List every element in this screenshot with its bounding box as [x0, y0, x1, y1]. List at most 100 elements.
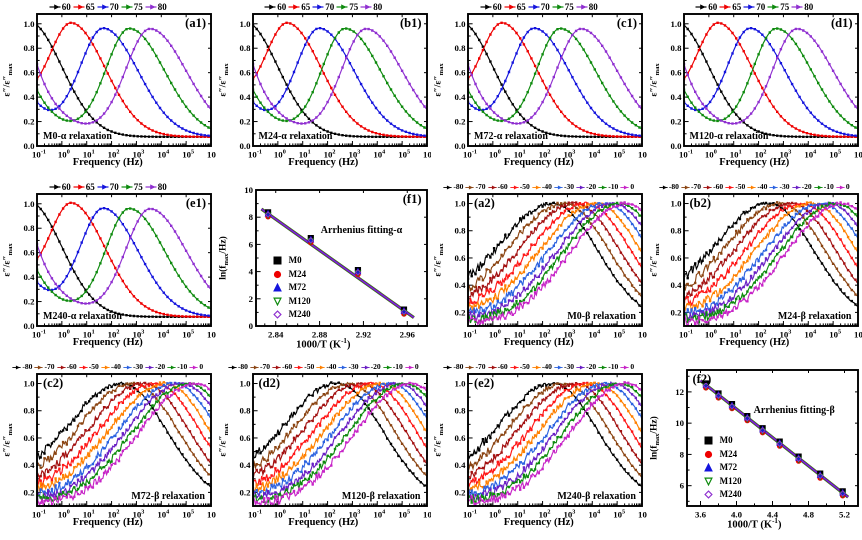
legend-line-marker-icon [487, 185, 497, 189]
legend-item--30: -30 [554, 363, 574, 371]
y-tick-label: 1.0 [455, 379, 467, 389]
x-tick-label: 104 [157, 149, 169, 160]
y-tick-label: 0.4 [670, 92, 682, 102]
data-point-M240 [307, 237, 314, 244]
legend-item-65: 65 [504, 2, 526, 12]
legend-item--70: -70 [465, 183, 486, 191]
panel-f1: 2.84 2.88 2.92 2.96 0 2 4 6 8 10 (f1) Arrhenius fit… [216, 180, 432, 360]
y-tick-label: 0.4 [455, 460, 467, 470]
panel-label: M0-α relaxation [43, 131, 112, 142]
legend-item-60: 60 [264, 2, 286, 12]
legend-item-75: 75 [767, 2, 789, 12]
legend-item--30: -30 [123, 363, 143, 371]
series-markers--30 [468, 381, 641, 496]
y-tick-label: 0.8 [24, 223, 36, 233]
x-tick-label: 103 [348, 509, 360, 520]
legend-item-70: 70 [97, 182, 119, 192]
legend-line-marker-icon [189, 365, 198, 369]
x-axis-label: 1000/T (K-1) [296, 337, 351, 351]
series-markers--70 [468, 201, 641, 296]
panel-b1: 10-1 100 101 102 103 104 105 106 0.0 0.2 0.4 0.6 0.8… [216, 0, 431, 180]
y-tick-label: 1.0 [24, 19, 36, 29]
legend-line-marker-icon [228, 365, 237, 369]
dataset-legend: M0 M24 M72 M120 M240 [703, 434, 742, 502]
series-markers--30 [468, 202, 641, 317]
legend-item-label: -50 [304, 362, 315, 372]
legend-item-label: -40 [541, 362, 552, 372]
data-point-M240 [758, 427, 766, 434]
legend-item-label: -60 [66, 362, 77, 372]
x-tick-label: 103 [132, 149, 144, 160]
y-tick-label: 0.0 [670, 141, 682, 151]
x-tick-label: 101 [514, 149, 526, 160]
legend-item-label: 80 [157, 1, 167, 12]
legend-item-label: 70 [325, 1, 335, 12]
legend-item-label: 0 [199, 362, 204, 372]
panel-tag: (a1) [185, 16, 206, 30]
legend-line-marker-icon [97, 4, 109, 10]
square-marker-icon [704, 436, 713, 445]
y-tick-label: 0.4 [24, 272, 36, 282]
legend-item--50: -50 [510, 183, 530, 191]
data-point-M240 [775, 440, 783, 448]
x-tick-label: 10-1 [248, 149, 262, 160]
legend-item-label: -70 [690, 182, 702, 192]
panel-legend: -80 -70 -60 -50 -40 -30 -20 -10 0 [216, 361, 432, 373]
legend-item--30: -30 [769, 183, 790, 191]
panel-tag: (e1) [185, 196, 206, 210]
legend-line-marker-icon [145, 4, 157, 10]
series-markers-60 [37, 24, 210, 138]
legend-item--20: -20 [360, 363, 381, 371]
legend-item-label: 0 [845, 182, 850, 192]
legend-item-label: 65 [85, 181, 95, 192]
x-tick-label: 102 [539, 149, 551, 160]
square-marker-icon [273, 256, 282, 265]
legend-item-label: -20 [586, 182, 597, 192]
dataset-legend-label: M24 [719, 448, 738, 459]
legend-item-75: 75 [121, 2, 143, 12]
y-tick-label: 0.4 [670, 280, 682, 290]
series-curve--30 [468, 381, 642, 498]
y-tick-label: 0.2 [24, 297, 36, 307]
x-tick-label: 101 [298, 509, 310, 520]
dataset-legend-item-M120: M120 [703, 474, 742, 488]
series-markers--50 [468, 202, 641, 304]
series-markers-70 [37, 27, 210, 137]
legend-line-marker-icon [576, 365, 585, 369]
legend-item-label: -20 [586, 362, 597, 372]
legend-item-label: -80 [668, 182, 679, 192]
y-tick-label: 0.6 [670, 68, 682, 78]
x-axis-label: Frequency (Hz) [503, 337, 574, 348]
series-markers-80 [468, 27, 641, 125]
legend-item-label: -80 [237, 362, 248, 372]
legend-line-marker-icon [703, 185, 712, 189]
panel-tag: (b2) [689, 196, 712, 210]
legend-item--30: -30 [338, 363, 359, 371]
legend-item-label: -50 [519, 362, 530, 372]
x-tick-label: 106 [854, 149, 862, 160]
legend-line-marker-icon [510, 365, 519, 369]
y-tick-label: 0.2 [239, 487, 251, 497]
x-tick-label: 102 [754, 329, 766, 340]
x-tick-label: 3.6 [695, 510, 707, 520]
legend-item--20: -20 [145, 363, 165, 371]
legend-line-marker-icon [532, 185, 541, 189]
circle-marker-icon [704, 450, 712, 458]
legend-item-label: -30 [563, 362, 575, 372]
legend-item--70: -70 [34, 363, 55, 371]
legend-line-marker-icon [598, 365, 607, 369]
series-markers-80 [683, 27, 857, 125]
y-tick-label: 0.2 [670, 117, 682, 127]
plot-a1: 10-1 100 101 102 103 104 105 106 0.0 0.2 0.4 0.6 0.8… [24, 13, 216, 160]
x-axis-label: Frequency (Hz) [288, 157, 359, 168]
x-tick-label: 100 [273, 509, 285, 520]
legend-item-80: 80 [576, 2, 598, 12]
x-axis-label: Frequency (Hz) [503, 517, 574, 528]
x-tick-label: 10-1 [679, 329, 693, 340]
y-tick-label: 10 [244, 185, 253, 195]
y-tick-label: 1.0 [455, 19, 467, 29]
legend-line-marker-icon [145, 184, 157, 190]
series-markers--10 [37, 382, 210, 502]
legend-line-marker-icon [465, 365, 475, 369]
x-tick-label: 2.92 [355, 330, 371, 340]
